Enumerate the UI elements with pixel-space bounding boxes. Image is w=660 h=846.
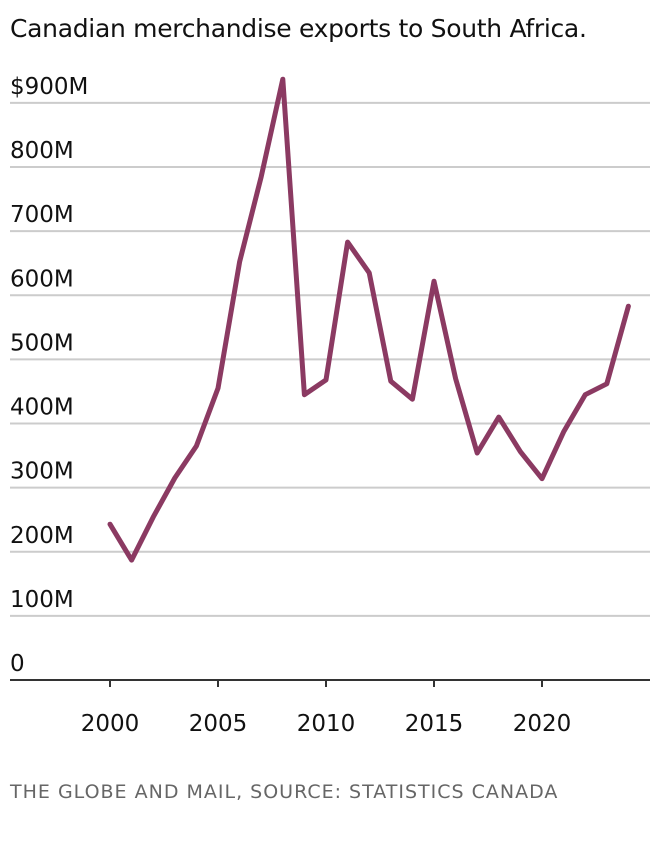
- x-tick-label: 2015: [405, 711, 464, 737]
- y-tick-label: 400M: [10, 395, 74, 421]
- y-tick-label: 700M: [10, 202, 74, 228]
- y-tick-label: 500M: [10, 330, 74, 356]
- y-tick-label: 100M: [10, 587, 74, 613]
- x-tick-label: 2000: [81, 711, 140, 737]
- y-tick-label: 0: [10, 651, 25, 677]
- chart-title: Canadian merchandise exports to South Af…: [10, 14, 587, 43]
- y-tick-label: $900M: [10, 74, 88, 100]
- x-tick-label: 2005: [189, 711, 248, 737]
- x-tick-label: 2020: [513, 711, 572, 737]
- y-tick-label: 200M: [10, 523, 74, 549]
- y-tick-label: 300M: [10, 459, 74, 485]
- source-credit: THE GLOBE AND MAIL, SOURCE: STATISTICS C…: [10, 781, 559, 803]
- y-tick-label: 600M: [10, 266, 74, 292]
- y-tick-label: 800M: [10, 138, 74, 164]
- x-tick-label: 2010: [297, 711, 356, 737]
